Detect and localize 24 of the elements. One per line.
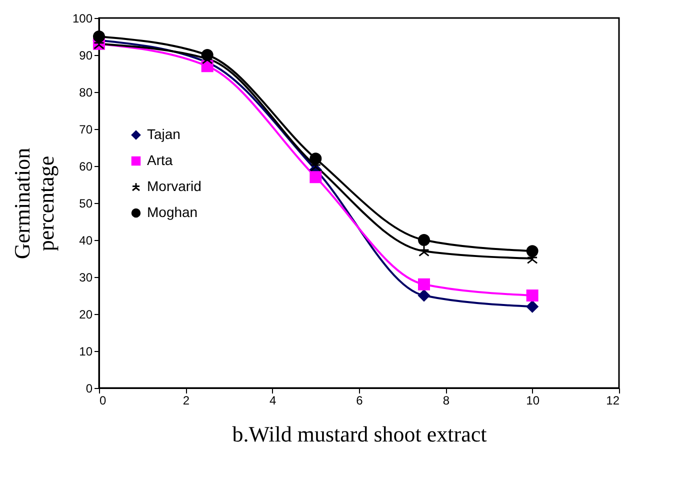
x-tick-label: 2 [182,394,190,408]
legend-label: Morvarid [147,178,202,194]
legend-label: Moghan [147,204,198,220]
x-tick-label: 6 [356,394,364,408]
legend-label: Tajan [147,126,180,142]
x-axis-title: b.Wild mustard shoot extract [232,422,487,446]
y-axis-title: Germination percentage [9,148,58,260]
y-tick-label: 50 [79,196,93,210]
legend-label: Arta [147,152,173,168]
x-tick-label: 8 [442,394,450,408]
y-tick-label: 10 [79,344,93,358]
y-tick-label: 20 [79,308,93,322]
x-tick-label: 0 [100,394,106,408]
x-tick-label: 12 [606,394,620,408]
x-tick-label: 10 [526,394,540,408]
x-tick-label: 4 [269,394,276,408]
y-tick-label: 40 [79,234,93,248]
y-tick-label: 60 [79,160,93,174]
y-tick-label: 90 [79,48,93,62]
y-tick-label: 30 [79,270,93,284]
y-tick-label: 80 [79,86,93,100]
y-tick-label: 70 [79,122,93,136]
y-tick-label: 0 [86,382,93,396]
y-tick-label: 100 [72,12,93,26]
